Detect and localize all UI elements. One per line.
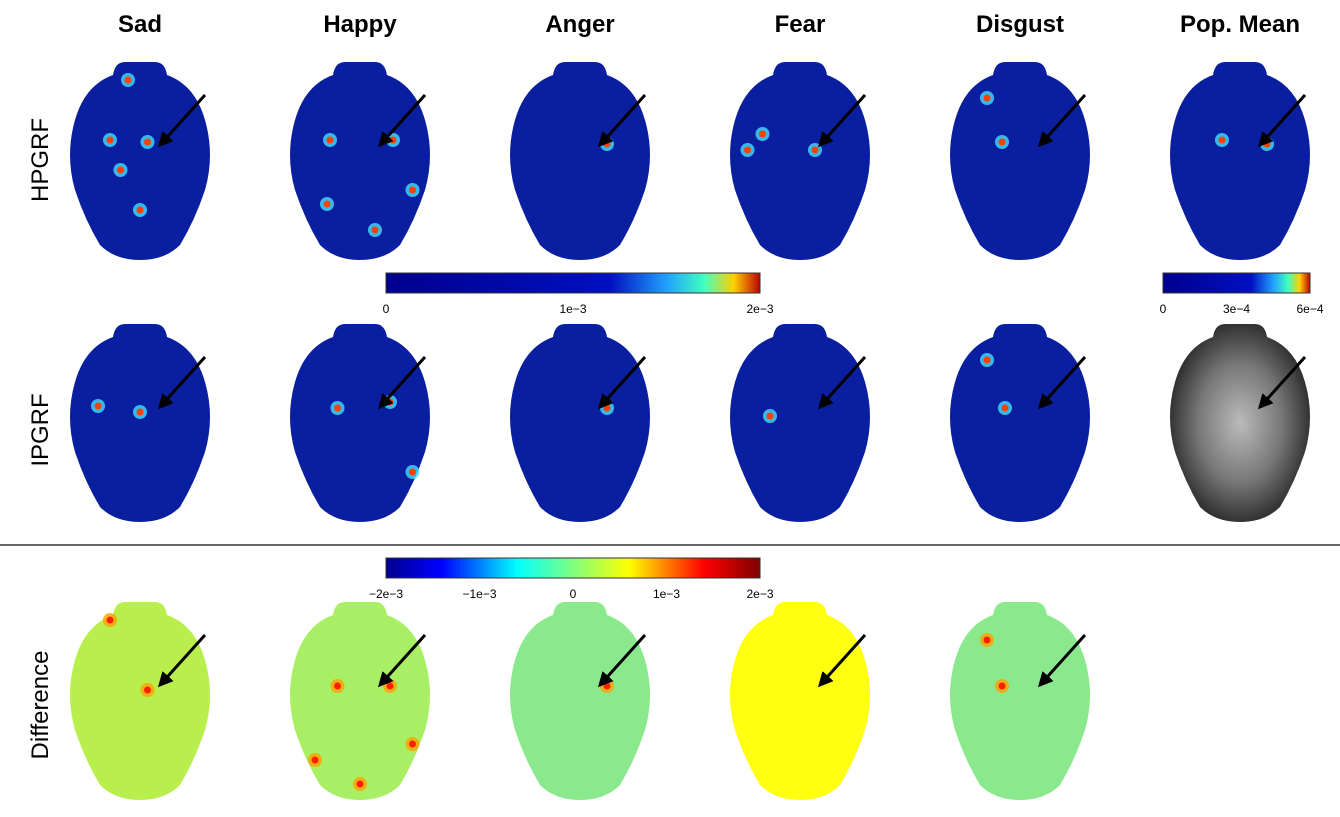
- activation: [390, 137, 397, 144]
- column-title: Happy: [323, 11, 397, 38]
- activation: [327, 137, 334, 144]
- brain-shape: [510, 62, 650, 260]
- activation: [387, 683, 394, 690]
- brain-map: [290, 324, 430, 522]
- activation: [107, 137, 114, 144]
- colorbar-tick-label: 3e−4: [1223, 302, 1250, 316]
- column-title: Pop. Mean: [1180, 11, 1300, 38]
- figure: L R Sad Happy Anger Fear Disgust Pop. Mean HPG…: [0, 0, 1340, 817]
- brain-map: [950, 324, 1090, 522]
- brain-shape: [510, 602, 650, 800]
- brain-map: [70, 324, 210, 522]
- activation: [312, 757, 319, 764]
- row-label: HPGRF: [27, 118, 54, 202]
- activation: [759, 131, 766, 138]
- brain-shape: [290, 324, 430, 522]
- brain-map: [1170, 324, 1310, 522]
- brain-map: [70, 602, 210, 800]
- activation: [604, 405, 611, 412]
- activation: [999, 139, 1006, 146]
- brain-map: [950, 62, 1090, 260]
- brain-shape: [70, 62, 210, 260]
- left-label: L: [1168, 511, 1178, 531]
- activation: [767, 413, 774, 420]
- colorbar-tick-label: 2e−3: [746, 587, 773, 601]
- row-label: IPGRF: [27, 393, 54, 466]
- activation: [95, 403, 102, 410]
- brain-shape: [730, 324, 870, 522]
- colorbar-tick-label: −1e−3: [462, 587, 496, 601]
- brain-map: [950, 602, 1090, 800]
- activation: [334, 683, 341, 690]
- activation: [117, 167, 124, 174]
- brain-shape: [950, 62, 1090, 260]
- brain-map: [510, 324, 650, 522]
- activation: [984, 357, 991, 364]
- activation: [357, 781, 364, 788]
- activation: [137, 207, 144, 214]
- row-label: Difference: [27, 651, 54, 760]
- activation: [372, 227, 379, 234]
- brain-map: [730, 324, 870, 522]
- activation: [137, 409, 144, 416]
- brain-map: [730, 62, 870, 260]
- activation: [984, 637, 991, 644]
- colorbar-tick-label: 0: [383, 302, 390, 316]
- column-title: Anger: [545, 11, 614, 38]
- brain-shape: [510, 324, 650, 522]
- activation: [409, 469, 416, 476]
- brain-map: [70, 62, 210, 260]
- brain-shape: [730, 602, 870, 800]
- colorbar-tick-label: 6e−4: [1296, 302, 1323, 316]
- activation: [144, 687, 151, 694]
- activation: [409, 187, 416, 194]
- brain-map: [290, 602, 430, 800]
- brain-shape: [950, 324, 1090, 522]
- right-label: R: [1296, 511, 1309, 531]
- colorbar-tick-label: −2e−3: [369, 587, 403, 601]
- activation: [984, 95, 991, 102]
- brain-shape: [290, 62, 430, 260]
- colorbar: [1163, 273, 1310, 293]
- activation: [1219, 137, 1226, 144]
- brain-map: [290, 62, 430, 260]
- brain-shape: [70, 602, 210, 800]
- colorbar-tick-label: 1e−3: [653, 587, 680, 601]
- activation: [334, 405, 341, 412]
- brain-map: [510, 62, 650, 260]
- colorbar-tick-label: 0: [570, 587, 577, 601]
- activation: [999, 683, 1006, 690]
- activation: [324, 201, 331, 208]
- activation: [1002, 405, 1009, 412]
- brain-shape: [950, 602, 1090, 800]
- colorbar: [386, 558, 760, 578]
- column-title: Disgust: [976, 11, 1064, 38]
- activation: [107, 617, 114, 624]
- column-title: Sad: [118, 11, 162, 38]
- column-title: Fear: [775, 11, 826, 38]
- activation: [125, 77, 132, 84]
- activation: [744, 147, 751, 154]
- brain-map: [730, 602, 870, 800]
- brain-shape: [730, 62, 870, 260]
- activation: [812, 147, 819, 154]
- brain-shape: [1170, 62, 1310, 260]
- colorbar-tick-label: 1e−3: [559, 302, 586, 316]
- brain-shape: [290, 602, 430, 800]
- colorbar: [386, 273, 760, 293]
- brain-shape: [1170, 324, 1310, 522]
- activation: [604, 683, 611, 690]
- activation: [144, 139, 151, 146]
- activation: [409, 741, 416, 748]
- brain-map: [510, 602, 650, 800]
- colorbar-tick-label: 2e−3: [746, 302, 773, 316]
- brain-map: [1170, 62, 1310, 260]
- brain-shape: [70, 324, 210, 522]
- colorbar-tick-label: 0: [1160, 302, 1167, 316]
